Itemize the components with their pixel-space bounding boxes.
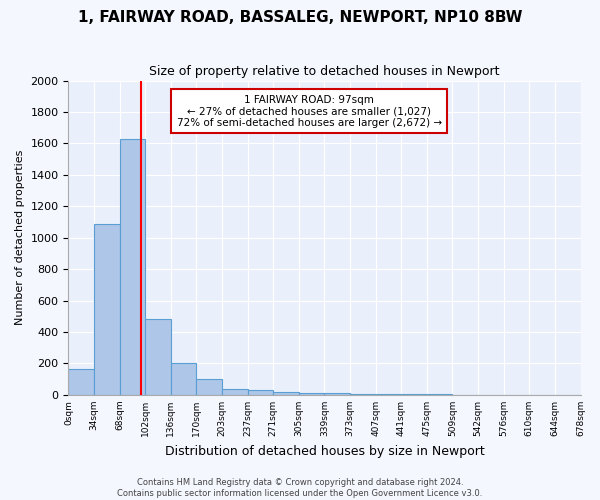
Title: Size of property relative to detached houses in Newport: Size of property relative to detached ho…	[149, 65, 500, 78]
Bar	[325, 392, 350, 395]
Bar	[401, 394, 427, 395]
Bar	[248, 390, 273, 395]
Bar	[376, 394, 401, 395]
Text: Contains HM Land Registry data © Crown copyright and database right 2024.
Contai: Contains HM Land Registry data © Crown c…	[118, 478, 482, 498]
Bar	[68, 369, 94, 395]
Bar	[145, 320, 171, 395]
Bar	[299, 392, 325, 395]
Bar	[222, 388, 248, 395]
Bar	[94, 224, 119, 395]
Bar	[171, 364, 196, 395]
Text: 1, FAIRWAY ROAD, BASSALEG, NEWPORT, NP10 8BW: 1, FAIRWAY ROAD, BASSALEG, NEWPORT, NP10…	[78, 10, 522, 25]
Bar	[119, 138, 145, 395]
X-axis label: Distribution of detached houses by size in Newport: Distribution of detached houses by size …	[164, 444, 484, 458]
Bar	[350, 394, 376, 395]
Bar	[273, 392, 299, 395]
Text: 1 FAIRWAY ROAD: 97sqm
← 27% of detached houses are smaller (1,027)
72% of semi-d: 1 FAIRWAY ROAD: 97sqm ← 27% of detached …	[176, 94, 442, 128]
Bar	[196, 379, 222, 395]
Y-axis label: Number of detached properties: Number of detached properties	[15, 150, 25, 326]
